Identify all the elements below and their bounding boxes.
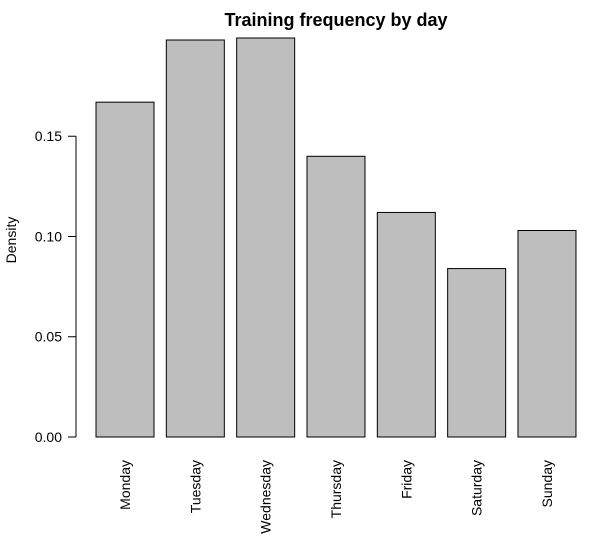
- y-tick-label: 0.15: [35, 128, 62, 144]
- bar-thursday: [306, 155, 366, 438]
- x-tick-label-tuesday: Tuesday: [187, 460, 203, 513]
- y-tick-label: 0.00: [35, 429, 62, 445]
- bar-saturday: [447, 268, 507, 438]
- x-tick-label-wednesday: Wednesday: [258, 460, 274, 534]
- chart-title: Training frequency by day: [224, 10, 447, 30]
- y-axis-label: Density: [3, 217, 19, 264]
- x-labels: Monday Tuesday Wednesday Thursday Friday Satu…: [117, 460, 555, 534]
- bar-friday: [376, 211, 436, 438]
- x-tick-label-friday: Friday: [398, 460, 414, 499]
- bar-monday: [95, 101, 155, 438]
- bars: [95, 37, 577, 438]
- y-tick-label: 0.05: [35, 329, 62, 345]
- bar-wednesday: [236, 37, 296, 438]
- bar-tuesday: [165, 39, 225, 438]
- bar-sunday: [517, 229, 577, 438]
- x-tick-label-sunday: Sunday: [539, 460, 555, 507]
- x-tick-label-thursday: Thursday: [328, 460, 344, 518]
- y-tick-label: 0.10: [35, 228, 62, 244]
- x-tick-label-saturday: Saturday: [469, 460, 485, 516]
- y-axis: 0.00 0.05 0.10 0.15: [35, 128, 77, 445]
- x-tick-label-monday: Monday: [117, 460, 133, 510]
